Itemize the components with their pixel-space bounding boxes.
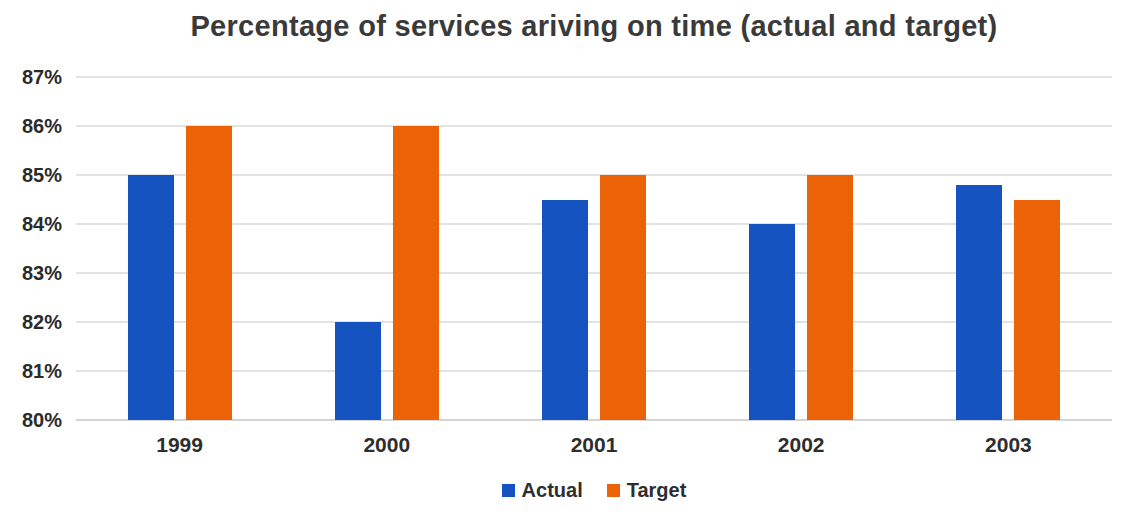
bar-target-2002: [807, 175, 853, 420]
x-tick-label-1999: 1999: [156, 433, 203, 457]
x-tick-label-2000: 2000: [363, 433, 410, 457]
x-tick-label-2003: 2003: [985, 433, 1032, 457]
bar-target-1999: [186, 126, 232, 420]
legend-label-target: Target: [627, 479, 687, 502]
bar-actual-2000: [335, 322, 381, 420]
y-tick-label-84: 84%: [0, 213, 62, 235]
legend-swatch-target: [607, 484, 620, 497]
y-tick-label-82: 82%: [0, 311, 62, 333]
legend-swatch-actual: [502, 484, 515, 497]
legend-item-target: Target: [607, 479, 687, 502]
bar-chart: Percentage of services ariving on time (…: [0, 0, 1129, 519]
bar-actual-2003: [956, 185, 1002, 420]
y-tick-label-86: 86%: [0, 115, 62, 137]
x-tick-label-2001: 2001: [571, 433, 618, 457]
bar-target-2000: [393, 126, 439, 420]
legend-item-actual: Actual: [502, 479, 583, 502]
bar-actual-2002: [749, 224, 795, 420]
y-tick-label-85: 85%: [0, 164, 62, 186]
bar-actual-1999: [128, 175, 174, 420]
y-tick-label-81: 81%: [0, 360, 62, 382]
x-axis: 1999 2000 2001 2002 2003: [76, 433, 1112, 461]
y-tick-label-83: 83%: [0, 262, 62, 284]
gridline-87: [76, 76, 1112, 78]
bar-target-2003: [1014, 200, 1060, 421]
legend-label-actual: Actual: [522, 479, 583, 502]
legend: Actual Target: [76, 479, 1112, 502]
chart-title: Percentage of services ariving on time (…: [76, 10, 1112, 43]
x-tick-label-2002: 2002: [778, 433, 825, 457]
bar-actual-2001: [542, 200, 588, 421]
plot-area: [76, 77, 1112, 420]
y-tick-label-80: 80%: [0, 409, 62, 431]
y-tick-label-87: 87%: [0, 66, 62, 88]
y-axis: 80%81%82%83%84%85%86%87%: [0, 77, 62, 420]
bar-target-2001: [600, 175, 646, 420]
